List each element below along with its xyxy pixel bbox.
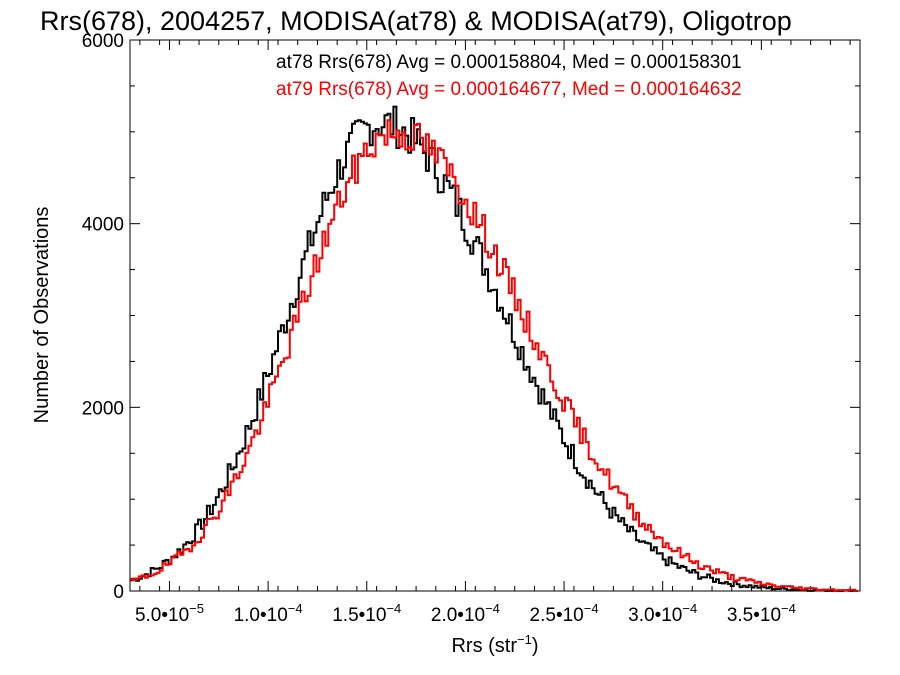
histogram-line-at78 bbox=[130, 105, 858, 592]
legend-entry-at79: at79 Rrs(678) Avg = 0.000164677, Med = 0… bbox=[276, 79, 742, 100]
x-axis-label: Rrs (str−1) bbox=[451, 632, 538, 657]
y-axis-label: Number of Observations bbox=[31, 207, 53, 424]
legend-entry-at78: at78 Rrs(678) Avg = 0.000158804, Med = 0… bbox=[276, 52, 742, 73]
y-axis-ticks: 0 2000 4000 6000 bbox=[82, 31, 860, 603]
plot-frame bbox=[129, 39, 861, 592]
x-axis-ticks: 5.0•10−5 1.0•10−4 1.5•10−4 2.0•10−4 2.5•10−4… bbox=[135, 40, 851, 626]
chart-title: Rrs(678), 2004257, MODISA(at78) & MODISA… bbox=[40, 6, 792, 36]
y-tick-label: 0 bbox=[113, 582, 124, 603]
y-tick-label: 6000 bbox=[82, 31, 124, 52]
x-tick-label: 1.0•10−4 bbox=[234, 601, 303, 626]
x-tick-label: 3.0•10−4 bbox=[628, 601, 697, 626]
histogram-line-at79 bbox=[130, 119, 858, 592]
y-tick-label: 2000 bbox=[82, 398, 124, 419]
y-tick-label: 4000 bbox=[82, 215, 124, 236]
x-tick-label: 3.5•10−4 bbox=[727, 601, 796, 626]
histogram-series bbox=[130, 105, 858, 592]
x-tick-label: 2.5•10−4 bbox=[530, 601, 599, 626]
x-tick-label: 5.0•10−5 bbox=[135, 601, 204, 626]
x-tick-label: 2.0•10−4 bbox=[431, 601, 500, 626]
x-tick-label: 1.5•10−4 bbox=[332, 601, 401, 626]
